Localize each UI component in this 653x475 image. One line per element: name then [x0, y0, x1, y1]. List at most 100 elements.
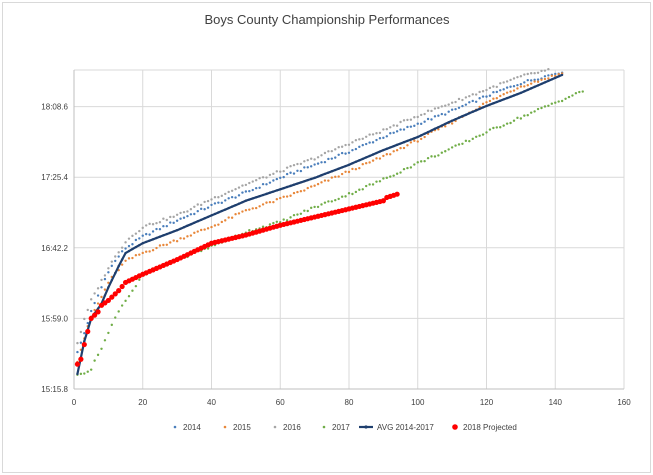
data-point — [254, 206, 258, 210]
data-point — [268, 200, 272, 204]
data-point — [430, 155, 433, 158]
data-point — [182, 237, 186, 240]
avg-point — [96, 307, 100, 310]
data-point — [430, 118, 433, 121]
data-point — [292, 163, 296, 167]
data-point — [526, 84, 529, 87]
avg-point — [540, 82, 543, 86]
data-point — [237, 194, 241, 197]
avg-point — [289, 184, 292, 188]
data-point — [499, 126, 502, 129]
avg-point — [347, 163, 351, 166]
data-point — [402, 119, 406, 122]
data-point — [457, 97, 461, 101]
avg-point — [309, 177, 313, 181]
data-point — [389, 126, 392, 129]
data-point — [481, 90, 485, 93]
data-point — [474, 93, 478, 96]
data-point — [364, 142, 368, 146]
data-point — [155, 227, 158, 231]
data-point — [327, 157, 330, 161]
data-point — [138, 253, 141, 256]
data-point — [268, 173, 272, 177]
data-point — [210, 198, 213, 201]
data-point — [437, 154, 440, 157]
data-point — [313, 184, 316, 187]
data-point — [162, 224, 165, 228]
avg-point — [220, 209, 224, 213]
avg-point — [437, 125, 440, 129]
data-point — [505, 86, 509, 89]
x-tick-label: 20 — [138, 398, 147, 407]
data-point — [275, 220, 279, 223]
data-point — [234, 196, 237, 199]
avg-point — [395, 143, 399, 147]
avg-point — [186, 224, 189, 227]
data-point — [303, 166, 306, 169]
data-point — [444, 150, 447, 153]
data-point — [474, 100, 478, 103]
legend-item: 2016 — [273, 423, 301, 432]
data-point — [505, 122, 509, 125]
avg-point — [406, 139, 409, 143]
data-point — [83, 372, 86, 375]
data-point — [134, 253, 138, 257]
data-point — [461, 142, 464, 146]
data-point — [93, 359, 96, 362]
data-point — [375, 180, 378, 183]
data-point — [213, 202, 217, 205]
avg-point — [523, 90, 526, 93]
data-point — [495, 97, 499, 100]
avg-point — [371, 153, 375, 156]
data-point — [392, 174, 395, 177]
data-point — [385, 128, 389, 131]
avg-point — [392, 144, 395, 148]
data-point — [536, 107, 540, 111]
data-point — [505, 80, 509, 83]
avg-point — [526, 88, 529, 92]
data-point — [279, 196, 282, 200]
avg-point — [175, 228, 179, 232]
data-point — [447, 110, 450, 113]
series-2016 — [76, 67, 550, 345]
y-tick-label: 16:42.2 — [41, 244, 68, 253]
data-point — [409, 125, 413, 128]
data-point — [95, 309, 101, 315]
data-point — [165, 218, 169, 222]
data-point — [409, 141, 413, 144]
data-point — [165, 224, 169, 228]
data-point — [151, 248, 155, 252]
data-point — [399, 120, 402, 124]
data-point — [237, 186, 241, 189]
data-point — [186, 235, 189, 238]
data-point — [519, 75, 523, 78]
data-point — [258, 186, 261, 189]
avg-point — [471, 110, 474, 114]
data-point — [406, 144, 409, 147]
data-point — [499, 94, 502, 98]
avg-point — [512, 94, 516, 97]
data-point — [378, 131, 382, 135]
data-point — [248, 228, 251, 232]
x-tick-label: 160 — [617, 398, 631, 407]
avg-point — [457, 116, 461, 119]
data-point — [533, 110, 536, 113]
legend-item: 2015 — [223, 423, 251, 432]
data-point — [543, 77, 547, 81]
data-point — [272, 172, 275, 176]
x-tick-label: 80 — [345, 398, 354, 407]
data-point — [282, 218, 285, 221]
data-point — [523, 81, 526, 84]
data-point — [502, 124, 505, 127]
data-point — [117, 310, 120, 313]
data-point — [492, 91, 495, 94]
data-point — [468, 139, 471, 143]
avg-point — [258, 194, 261, 198]
data-point — [131, 289, 134, 292]
data-point — [547, 74, 550, 77]
data-point — [89, 298, 93, 301]
data-point — [450, 101, 454, 104]
data-point — [444, 113, 447, 116]
data-point — [485, 131, 488, 134]
data-point — [206, 206, 210, 209]
